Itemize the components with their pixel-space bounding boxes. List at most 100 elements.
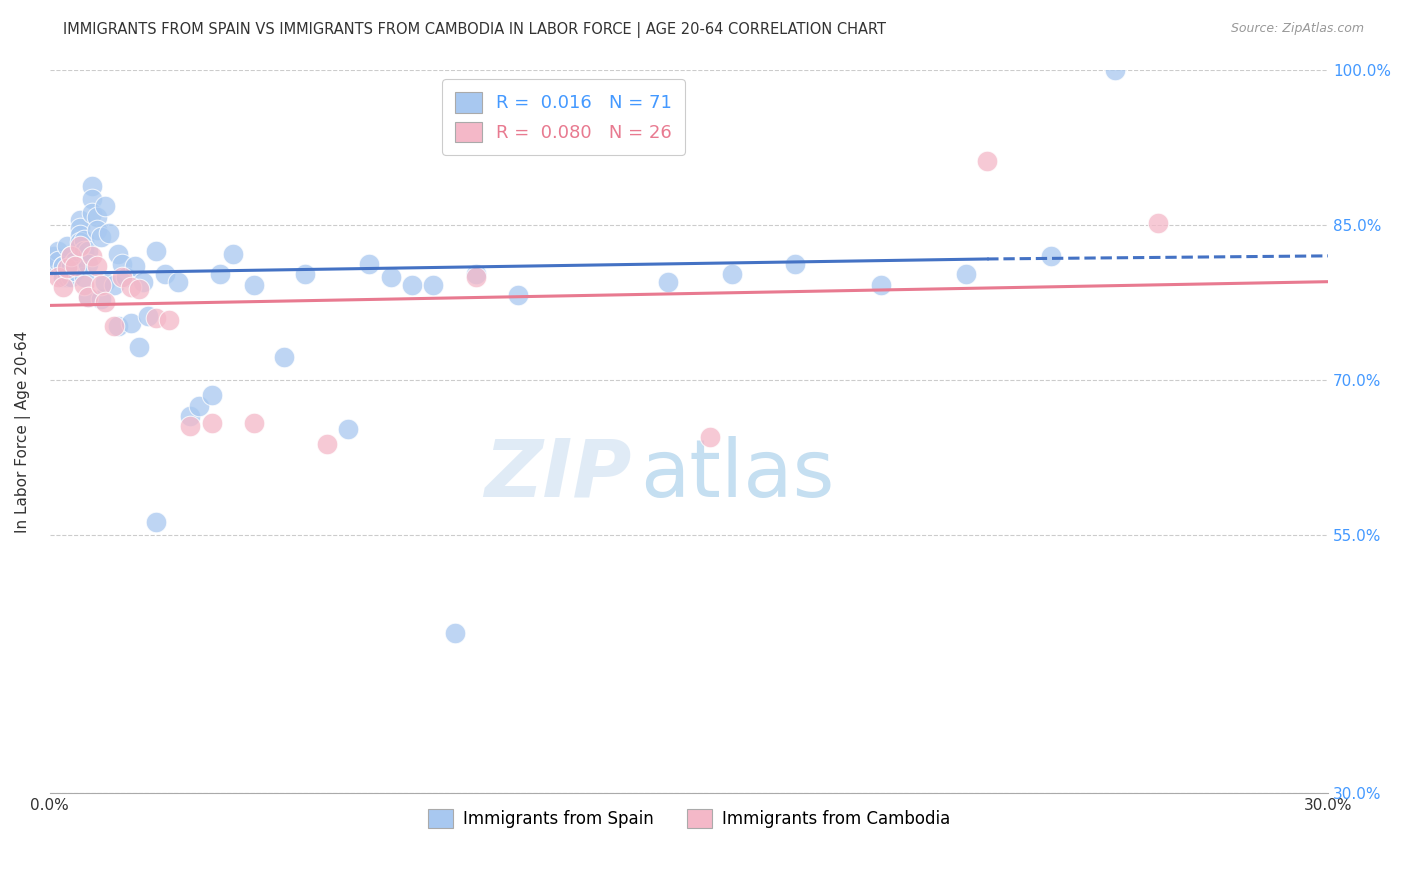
Point bbox=[65, 264, 87, 278]
Point bbox=[77, 290, 100, 304]
Point bbox=[869, 277, 891, 292]
Point bbox=[82, 249, 104, 263]
Text: IMMIGRANTS FROM SPAIN VS IMMIGRANTS FROM CAMBODIA IN LABOR FORCE | AGE 20-64 COR: IMMIGRANTS FROM SPAIN VS IMMIGRANTS FROM… bbox=[63, 22, 886, 38]
Point bbox=[1104, 63, 1126, 78]
Point bbox=[422, 277, 444, 292]
Point bbox=[153, 268, 176, 282]
Point bbox=[720, 268, 742, 282]
Point bbox=[77, 244, 100, 258]
Point bbox=[42, 249, 65, 263]
Point bbox=[1146, 216, 1168, 230]
Point bbox=[401, 277, 423, 292]
Point bbox=[51, 269, 73, 284]
Point bbox=[157, 313, 180, 327]
Point bbox=[337, 422, 360, 436]
Point bbox=[51, 259, 73, 273]
Text: ZIP: ZIP bbox=[484, 435, 631, 514]
Point bbox=[294, 268, 316, 282]
Point bbox=[128, 340, 150, 354]
Point bbox=[56, 269, 79, 284]
Text: Source: ZipAtlas.com: Source: ZipAtlas.com bbox=[1230, 22, 1364, 36]
Point bbox=[166, 275, 188, 289]
Point bbox=[82, 178, 104, 193]
Point bbox=[145, 515, 167, 529]
Point bbox=[145, 244, 167, 258]
Point bbox=[56, 238, 79, 252]
Point bbox=[120, 316, 142, 330]
Point bbox=[115, 269, 138, 284]
Point bbox=[132, 275, 155, 289]
Point bbox=[128, 282, 150, 296]
Point bbox=[86, 210, 108, 224]
Point bbox=[90, 292, 112, 306]
Point bbox=[222, 247, 245, 261]
Point bbox=[77, 257, 100, 271]
Point bbox=[699, 429, 721, 443]
Point bbox=[315, 436, 337, 450]
Point bbox=[46, 269, 69, 284]
Point bbox=[60, 249, 83, 263]
Point bbox=[124, 259, 146, 273]
Point bbox=[209, 268, 232, 282]
Point bbox=[56, 261, 79, 276]
Point bbox=[187, 399, 209, 413]
Y-axis label: In Labor Force | Age 20-64: In Labor Force | Age 20-64 bbox=[15, 330, 31, 533]
Point bbox=[73, 244, 96, 258]
Point bbox=[273, 350, 295, 364]
Point bbox=[201, 388, 224, 402]
Point bbox=[82, 205, 104, 219]
Point bbox=[82, 192, 104, 206]
Point bbox=[73, 233, 96, 247]
Point bbox=[73, 269, 96, 284]
Point bbox=[46, 244, 69, 258]
Point bbox=[243, 277, 266, 292]
Point bbox=[107, 247, 129, 261]
Point bbox=[69, 212, 91, 227]
Point bbox=[51, 280, 73, 294]
Point bbox=[65, 259, 87, 273]
Point bbox=[69, 221, 91, 235]
Point bbox=[60, 269, 83, 284]
Legend: Immigrants from Spain, Immigrants from Cambodia: Immigrants from Spain, Immigrants from C… bbox=[422, 802, 956, 835]
Point bbox=[103, 277, 125, 292]
Point bbox=[976, 153, 998, 168]
Point bbox=[86, 259, 108, 273]
Point bbox=[955, 268, 977, 282]
Point bbox=[657, 275, 679, 289]
Point bbox=[69, 235, 91, 250]
Point bbox=[103, 319, 125, 334]
Point bbox=[86, 223, 108, 237]
Point bbox=[94, 275, 117, 289]
Point bbox=[94, 199, 117, 213]
Point bbox=[508, 288, 530, 302]
Point bbox=[46, 254, 69, 268]
Point bbox=[785, 257, 807, 271]
Point bbox=[464, 269, 486, 284]
Point bbox=[136, 309, 159, 323]
Point bbox=[60, 259, 83, 273]
Point bbox=[60, 249, 83, 263]
Point bbox=[1040, 249, 1063, 263]
Point bbox=[98, 226, 121, 240]
Point bbox=[65, 254, 87, 268]
Point bbox=[69, 238, 91, 252]
Point bbox=[243, 416, 266, 430]
Point bbox=[73, 277, 96, 292]
Point bbox=[107, 319, 129, 334]
Point bbox=[94, 295, 117, 310]
Point bbox=[69, 228, 91, 243]
Point bbox=[90, 277, 112, 292]
Point bbox=[51, 259, 73, 273]
Point bbox=[77, 290, 100, 304]
Text: atlas: atlas bbox=[640, 435, 835, 514]
Point bbox=[443, 625, 465, 640]
Point bbox=[179, 419, 201, 434]
Point bbox=[90, 230, 112, 244]
Point bbox=[111, 269, 134, 284]
Point bbox=[359, 257, 381, 271]
Point bbox=[380, 269, 402, 284]
Point bbox=[179, 409, 201, 423]
Point bbox=[111, 257, 134, 271]
Point bbox=[120, 280, 142, 294]
Point bbox=[201, 416, 224, 430]
